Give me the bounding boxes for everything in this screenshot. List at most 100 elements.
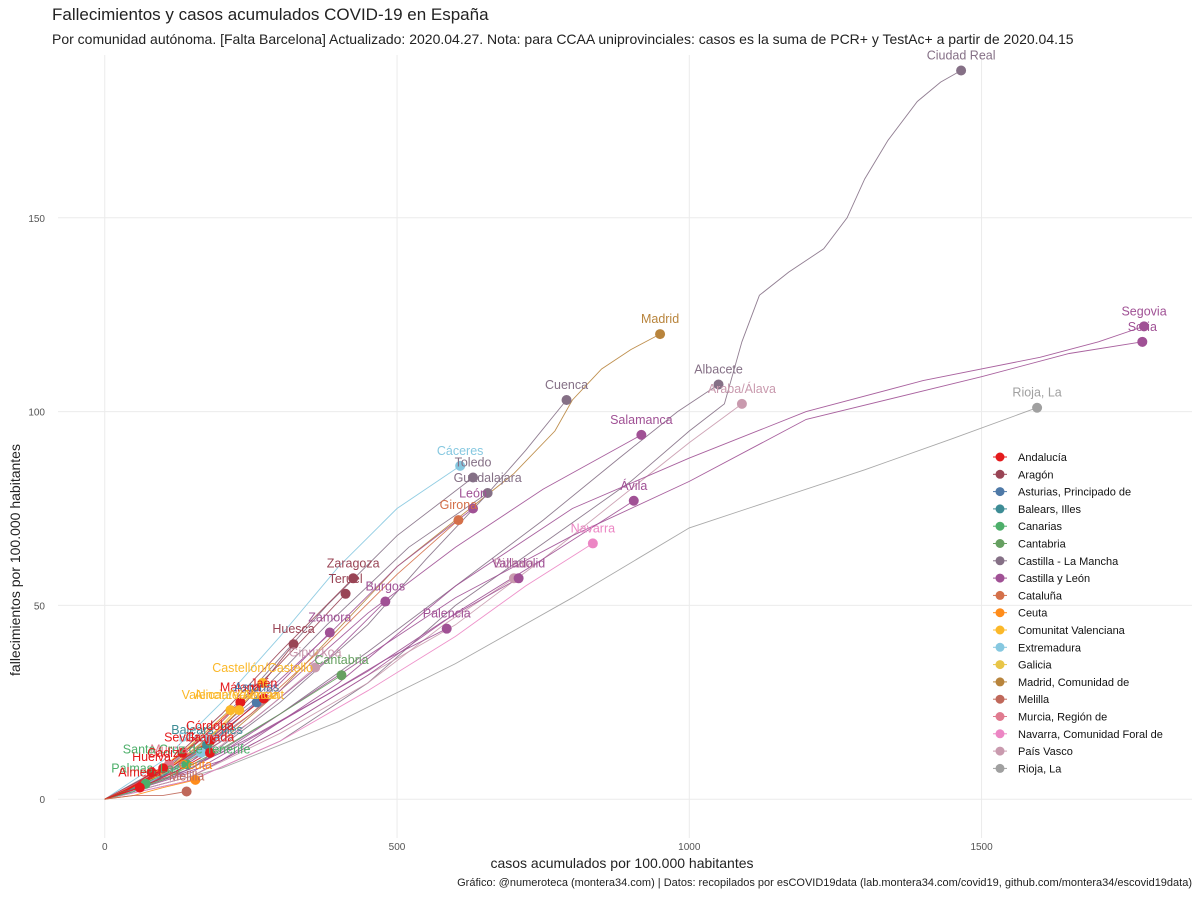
series-label: Granada: [186, 731, 235, 745]
series-label: León: [459, 487, 487, 501]
x-tick-label: 500: [389, 842, 406, 853]
series-label: Cádiz: [147, 746, 179, 760]
legend-key-dot: [995, 625, 1005, 635]
series-end-point: [587, 538, 598, 549]
legend-key-dot: [995, 677, 1005, 687]
series-label: Valencia/València: [182, 688, 280, 702]
series-label: Ceuta: [179, 758, 212, 772]
series-end-point: [158, 763, 169, 774]
x-tick-label: 1500: [970, 842, 993, 853]
series-line: [104, 577, 515, 800]
series-end-point: [1032, 402, 1043, 413]
legend-key-dot: [995, 660, 1005, 670]
series-label: Castellón/Castelló: [212, 661, 313, 675]
series-end-points: [134, 65, 1150, 797]
series-label: Alicante/Alacant: [194, 688, 284, 702]
legend-entry: País Vasco: [1018, 746, 1073, 758]
series-end-point: [468, 472, 479, 483]
series-label: Huelva: [132, 750, 171, 764]
series-end-point: [181, 759, 192, 770]
series-label: Gipuzkoa: [289, 645, 342, 659]
series-label: Araba/Álava: [708, 381, 776, 396]
legend-entry: Galicia: [1018, 660, 1053, 672]
series-line: [104, 465, 461, 800]
series-label: Rioja, La: [1012, 386, 1061, 400]
axes: casos acumulados por 100.000 habitantes …: [7, 214, 993, 871]
series-end-point: [380, 596, 391, 607]
series-label: Sevilla: [164, 731, 201, 745]
legend-entry: Castilla - La Mancha: [1018, 556, 1119, 568]
legend-key-dot: [995, 487, 1005, 497]
series-end-point: [190, 774, 201, 785]
series-end-point: [258, 693, 269, 704]
series-end-point: [324, 627, 335, 638]
series-label: Soria: [1128, 320, 1157, 334]
series-label: Ávila: [620, 478, 647, 493]
legend-entry: Extremadura: [1018, 642, 1082, 654]
legend-key-dot: [995, 712, 1005, 721]
legend-entry: Comunitat Valenciana: [1018, 625, 1126, 637]
legend-entry: Ceuta: [1018, 608, 1048, 620]
series-end-point: [234, 705, 245, 716]
y-axis-title: fallecimientos por 100.000 habitantes: [7, 444, 23, 676]
series-end-point: [340, 588, 351, 599]
series-line: [104, 407, 1038, 800]
series-label: Almería: [118, 766, 161, 780]
series-label: Guadalajara: [454, 471, 522, 485]
series-end-point: [455, 460, 466, 471]
series-label: Murcia: [150, 742, 188, 756]
series-label: Salamanca: [610, 413, 673, 427]
series-line: [104, 325, 1145, 800]
legend-key-dot: [995, 573, 1005, 583]
x-tick-label: 1000: [678, 842, 701, 853]
series-label: Toledo: [455, 456, 492, 470]
series-label: Segovia: [1121, 304, 1166, 318]
series-end-point: [655, 329, 666, 340]
series-label: Zaragoza: [327, 556, 380, 570]
series-label: Ciudad Real: [927, 49, 996, 63]
series-label: Madrid: [641, 312, 679, 326]
legend-key-dot: [995, 746, 1005, 756]
legend-key-dot: [995, 694, 1005, 704]
series-label: Melilla: [169, 769, 204, 783]
series-end-point: [204, 747, 215, 758]
legend-entry: Asturias, Principado de: [1018, 487, 1131, 499]
series-label: Bizkaia: [494, 556, 534, 570]
legend-key-dot: [995, 469, 1005, 479]
legend-entry: Murcia, Región de: [1018, 712, 1107, 724]
grid-lines: [58, 55, 1192, 838]
series-label: Girona: [440, 498, 478, 512]
x-tick-label: 0: [102, 842, 108, 853]
legend-entry: Andalucía: [1018, 452, 1068, 464]
series-end-point: [348, 573, 359, 584]
series-end-point: [196, 747, 207, 758]
series-label: Asturias: [234, 680, 279, 694]
series-line: [104, 519, 459, 800]
series-end-point: [736, 398, 747, 409]
series-end-point: [1137, 336, 1148, 347]
x-axis-title: casos acumulados por 100.000 habitantes: [490, 855, 753, 871]
series-end-point: [636, 429, 647, 440]
legend-key-dot: [995, 642, 1005, 652]
legend-entry: Balears, Illes: [1018, 504, 1081, 516]
series-line: [104, 787, 140, 800]
series-end-point: [204, 736, 215, 747]
chart-title: Fallecimientos y casos acumulados COVID-…: [52, 5, 489, 24]
legend-entry: Madrid, Comunidad de: [1018, 677, 1129, 689]
series-label: Cáceres: [437, 444, 484, 458]
legend-key-dot: [995, 729, 1005, 739]
series-label: Burgos: [366, 580, 406, 594]
series-end-point: [288, 639, 299, 650]
series-end-point: [1139, 321, 1150, 332]
series-label: Badajoz: [179, 731, 224, 745]
series-line: [104, 341, 1143, 800]
series-end-point: [134, 782, 145, 793]
legend-entry: Cataluña: [1018, 590, 1063, 602]
series-line: [104, 740, 211, 800]
series-end-point: [146, 767, 157, 778]
series-label: Albacete: [694, 362, 743, 376]
series-label: Palmas, Las: [111, 762, 180, 776]
series-end-point: [513, 573, 524, 584]
legend-key-dot: [995, 452, 1005, 462]
series-label: Huesca: [272, 622, 314, 636]
